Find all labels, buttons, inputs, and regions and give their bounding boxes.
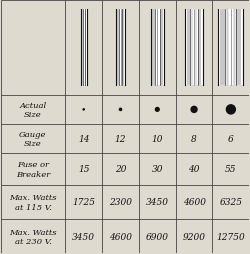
Text: 55: 55 bbox=[225, 165, 236, 174]
Text: 4600: 4600 bbox=[182, 198, 206, 207]
Circle shape bbox=[226, 105, 235, 115]
Text: Fuse or
Breaker: Fuse or Breaker bbox=[16, 161, 50, 178]
Bar bbox=[220, 10, 242, 86]
Text: 14: 14 bbox=[78, 135, 90, 144]
Bar bbox=[226, 10, 236, 86]
Text: 6: 6 bbox=[228, 135, 234, 144]
Bar bbox=[190, 10, 198, 86]
Bar bbox=[186, 10, 203, 86]
Circle shape bbox=[83, 109, 84, 110]
Bar bbox=[151, 10, 164, 86]
Text: 15: 15 bbox=[78, 165, 90, 174]
Bar bbox=[119, 10, 122, 86]
Circle shape bbox=[120, 109, 122, 111]
Bar bbox=[81, 10, 87, 86]
Circle shape bbox=[156, 108, 159, 112]
Text: 6900: 6900 bbox=[146, 232, 169, 241]
Bar bbox=[83, 10, 85, 86]
Text: 3450: 3450 bbox=[146, 198, 169, 207]
Text: 10: 10 bbox=[152, 135, 163, 144]
Bar bbox=[152, 10, 162, 86]
Text: 1725: 1725 bbox=[72, 198, 95, 207]
Text: 30: 30 bbox=[152, 165, 163, 174]
Bar bbox=[218, 10, 243, 86]
Text: 20: 20 bbox=[115, 165, 126, 174]
Bar bbox=[187, 10, 202, 86]
Text: 12750: 12750 bbox=[216, 232, 245, 241]
Circle shape bbox=[191, 107, 197, 113]
Text: 3450: 3450 bbox=[72, 232, 95, 241]
Text: 40: 40 bbox=[188, 165, 200, 174]
Bar bbox=[116, 10, 125, 86]
Text: 6325: 6325 bbox=[219, 198, 242, 207]
Text: Max. Watts
at 230 V.: Max. Watts at 230 V. bbox=[9, 228, 57, 245]
Text: 4600: 4600 bbox=[109, 232, 132, 241]
Text: Max. Watts
at 115 V.: Max. Watts at 115 V. bbox=[9, 194, 57, 211]
Text: 12: 12 bbox=[115, 135, 126, 144]
Bar bbox=[155, 10, 160, 86]
Text: 2300: 2300 bbox=[109, 198, 132, 207]
Text: 8: 8 bbox=[191, 135, 197, 144]
Text: Gauge
Size: Gauge Size bbox=[19, 131, 47, 148]
Text: Actual
Size: Actual Size bbox=[20, 101, 46, 119]
Bar bbox=[81, 10, 86, 86]
Text: 9200: 9200 bbox=[182, 232, 206, 241]
Bar bbox=[117, 10, 124, 86]
